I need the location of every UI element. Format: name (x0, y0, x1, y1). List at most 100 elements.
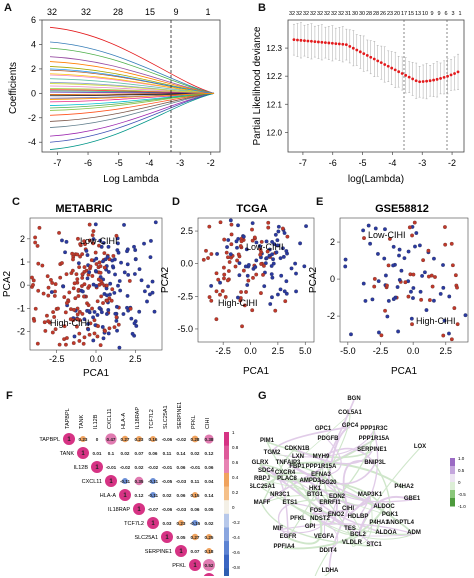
gene-node-label: NR3C1 (270, 492, 290, 498)
low-cihi-point (263, 261, 268, 266)
low-cihi-point (282, 231, 287, 235)
correlation-circle (203, 559, 215, 571)
low-cihi-point (399, 268, 404, 273)
gene-node-label: GLRX (252, 460, 269, 466)
high-cihi-point (53, 282, 58, 286)
low-cihi-point (137, 267, 142, 272)
high-cihi-point (410, 233, 414, 238)
high-cihi-point (71, 341, 76, 345)
high-cihi-point (207, 224, 212, 229)
high-cihi-point (379, 333, 384, 338)
panel-e-letter: E (316, 196, 324, 208)
high-cihi-point (127, 279, 132, 283)
high-cihi-point (222, 265, 226, 270)
low-cihi-point (441, 285, 446, 290)
low-cihi-point (87, 270, 92, 275)
high-cihi-point (77, 338, 82, 343)
high-cihi-point (52, 294, 57, 298)
high-cihi-point (227, 260, 232, 264)
low-cihi-point (103, 257, 108, 262)
x-tick-label: -4 (388, 158, 396, 168)
low-cihi-point (113, 311, 118, 316)
high-cihi-point (89, 258, 94, 263)
high-cihi-point (426, 248, 431, 253)
low-cihi-point (118, 288, 123, 293)
row-label: TCF7L2 (124, 521, 144, 527)
y-tick-label: -2 (327, 311, 335, 321)
coefficient-path (49, 26, 215, 94)
high-cihi-point (76, 294, 81, 298)
y-tick-label: -5.0 (177, 324, 193, 334)
high-cihi-point (50, 330, 55, 335)
network-edge (320, 457, 331, 505)
high-cihi-point (114, 315, 119, 320)
correlation-circle (122, 478, 128, 484)
low-cihi-point (76, 261, 81, 266)
high-cihi-point (65, 336, 69, 340)
high-cihi-point (80, 252, 85, 257)
high-cihi-point (81, 341, 86, 346)
low-cihi-point (86, 322, 91, 326)
correlation-value: 0.02 (121, 451, 130, 456)
high-cihi-point (102, 251, 107, 256)
axis-label-y: PCA2 (2, 271, 13, 298)
high-cihi-point (57, 342, 62, 347)
y-tick-label: 1 (20, 257, 25, 267)
top-tick-label: 32 (289, 11, 295, 17)
color-scale-segment (450, 482, 455, 491)
low-cihi-point (414, 231, 419, 235)
low-cihi-point (228, 218, 233, 223)
correlation-value: 0.06 (177, 493, 186, 498)
panel-g-letter: G (258, 390, 267, 402)
high-cihi-point (62, 324, 67, 329)
low-cihi-point (406, 249, 411, 254)
correlation-value: -0.01 (106, 465, 117, 470)
high-cihi-point (87, 222, 92, 227)
color-scale-segment (224, 459, 229, 474)
high-cihi-point (77, 331, 82, 336)
correlation-value: 0.06 (205, 465, 214, 470)
high-cihi-point (82, 335, 87, 340)
high-cihi-point (218, 220, 223, 225)
color-scale-segment (450, 498, 455, 507)
column-label: PFKL (191, 415, 197, 429)
top-tick-label: 15 (145, 7, 155, 17)
low-cihi-point (241, 234, 246, 239)
high-cihi-point (78, 254, 82, 259)
deviance-point (418, 80, 422, 84)
gene-node-label: COL5A1 (338, 410, 362, 416)
high-cihi-point (60, 261, 64, 265)
deviance-point (404, 73, 408, 77)
high-cihi-point (45, 274, 50, 279)
low-cihi-point (129, 316, 134, 321)
high-cihi-point (412, 220, 417, 225)
high-cihi-point (362, 236, 366, 240)
deviance-point (341, 42, 345, 46)
low-cihi-point (236, 295, 240, 300)
top-tick-label: 32 (296, 11, 302, 17)
low-cihi-point (105, 254, 110, 259)
y-tick-label: 2 (330, 237, 335, 247)
high-cihi-point (90, 233, 95, 238)
x-tick-label: 2.5 (129, 354, 142, 364)
gene-node-label: GPI (305, 524, 316, 530)
low-cihi-point (72, 334, 77, 339)
top-tick-label: 9 (437, 11, 440, 17)
correlation-circle (206, 534, 212, 540)
deviance-point (407, 75, 411, 79)
network-edge (336, 429, 375, 499)
low-group-label: Low-CIHI (246, 242, 284, 252)
low-cihi-point (271, 257, 275, 262)
y-tick-label: 0 (20, 280, 25, 290)
network-edge (259, 463, 312, 529)
correlation-circle (147, 517, 159, 529)
low-group-label: Low-CIHI (80, 236, 118, 246)
pca-gse58812: GSE58812 Low-CIHI High-CIHI -5.0 -2.5 0.0 2… (308, 203, 469, 377)
high-cihi-point (250, 227, 254, 232)
deviance-point (306, 39, 310, 43)
low-cihi-point (363, 299, 368, 303)
low-cihi-point (106, 308, 111, 312)
high-cihi-point (98, 264, 103, 269)
gene-node-label: SLC25A1 (250, 484, 276, 490)
high-cihi-point (56, 306, 60, 311)
